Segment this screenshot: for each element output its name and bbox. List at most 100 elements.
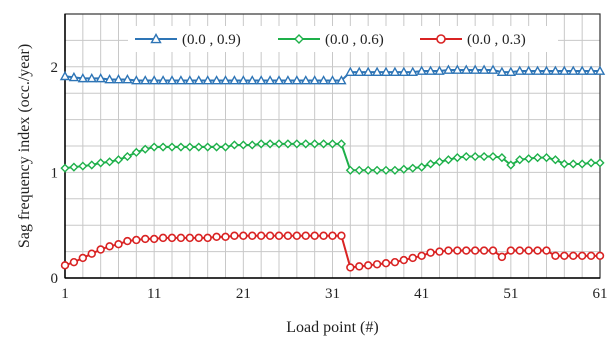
data-point [506, 160, 516, 170]
data-point [300, 75, 311, 85]
data-point [398, 66, 410, 76]
legend-marker [294, 34, 304, 44]
data-point [60, 163, 70, 173]
data-point [515, 246, 524, 255]
data-point [123, 236, 132, 246]
data-point [203, 233, 212, 243]
data-point [559, 65, 570, 75]
x-tick-label: 1 [61, 286, 69, 302]
data-point [461, 64, 472, 74]
data-point [487, 64, 499, 74]
legend-label: (0.0 , 0.6) [325, 32, 384, 48]
data-point [194, 142, 204, 152]
data-point [595, 158, 605, 168]
data-point [417, 251, 426, 261]
legend-marker [436, 34, 446, 44]
data-point [524, 246, 533, 255]
data-point [434, 157, 445, 167]
data-point [336, 75, 347, 85]
data-point [131, 75, 142, 85]
data-point [77, 72, 89, 83]
data-point [354, 66, 365, 76]
data-point [568, 65, 579, 75]
data-point [586, 158, 596, 168]
data-point [488, 151, 498, 162]
data-point [470, 151, 480, 162]
data-point [229, 140, 240, 150]
data-point [505, 66, 517, 76]
data-point [114, 240, 123, 249]
data-point [309, 75, 320, 85]
legend-marker [150, 33, 162, 44]
data-point [194, 233, 203, 243]
y-axis-title: Sag frequency index (occ./year) [16, 44, 33, 248]
data-point [363, 165, 373, 175]
data-point [104, 157, 115, 167]
data-point [453, 246, 462, 255]
data-point [488, 246, 498, 255]
data-point [380, 66, 392, 76]
data-point [389, 66, 401, 76]
data-point [248, 231, 257, 240]
data-point [176, 233, 186, 243]
data-point [416, 65, 427, 75]
data-point [560, 251, 569, 261]
data-point [274, 139, 284, 149]
data-point [452, 64, 463, 74]
data-point [542, 246, 551, 255]
data-point [230, 231, 239, 240]
data-point [408, 253, 417, 263]
data-point [256, 231, 266, 240]
data-point [345, 66, 356, 76]
data-point [390, 257, 400, 267]
data-point [568, 159, 578, 169]
legend-entry-2: (0.0 , 0.6) [278, 32, 384, 48]
data-point [122, 74, 133, 84]
data-point [211, 75, 222, 85]
data-point [282, 75, 294, 85]
data-point [221, 232, 230, 242]
data-point [594, 65, 606, 75]
series-1 [59, 64, 606, 85]
data-point [506, 246, 516, 255]
data-point [87, 160, 97, 170]
data-point [283, 139, 293, 149]
data-point [497, 252, 507, 262]
data-point [336, 139, 347, 149]
legend-entry-3: (0.0 , 0.3) [420, 32, 526, 48]
data-point [372, 165, 382, 175]
x-tick-label: 11 [147, 286, 161, 302]
data-point [595, 251, 605, 261]
data-point [220, 142, 231, 152]
data-point [435, 247, 444, 256]
data-point [515, 155, 525, 165]
data-point [193, 75, 204, 85]
data-point [185, 142, 195, 152]
data-point [577, 251, 587, 261]
data-point [569, 251, 578, 261]
data-point [541, 65, 552, 75]
data-point [381, 259, 391, 268]
data-point [60, 261, 70, 270]
data-point [407, 66, 418, 76]
data-point [301, 139, 311, 149]
data-point [140, 144, 150, 154]
data-point [301, 231, 310, 240]
data-point [292, 231, 302, 240]
data-point [478, 64, 490, 74]
data-point [105, 242, 114, 251]
data-point [524, 154, 534, 164]
data-point [78, 161, 88, 171]
data-point [95, 72, 106, 83]
data-point [337, 231, 346, 240]
data-point [550, 155, 561, 165]
data-point [265, 231, 275, 240]
data-point [318, 75, 329, 85]
data-point [220, 75, 231, 85]
data-point [264, 75, 276, 85]
data-point [113, 74, 124, 84]
data-point [229, 75, 240, 85]
data-point [86, 72, 97, 83]
data-point [87, 249, 96, 258]
data-point [318, 139, 329, 149]
